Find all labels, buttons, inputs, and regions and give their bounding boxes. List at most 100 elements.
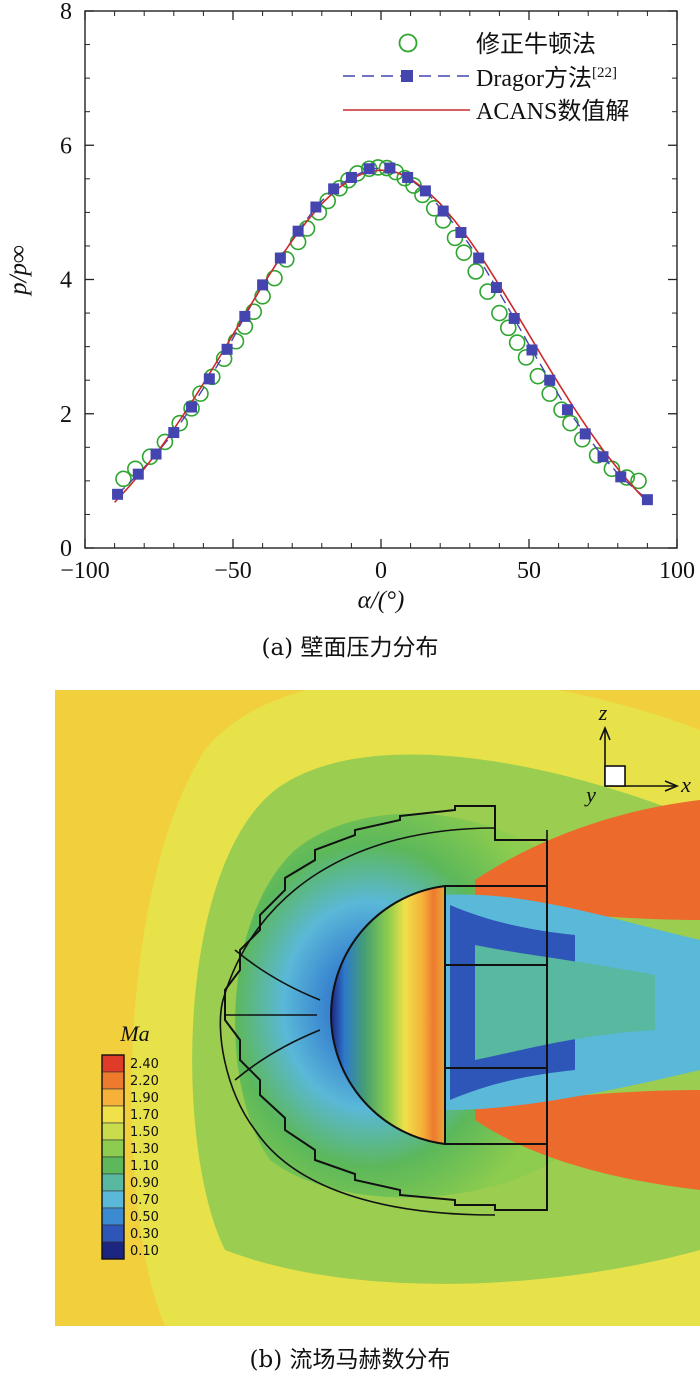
colorbar-labels: 2.40 2.20 1.90 1.70 1.50 1.30 1.10 0.90 0.70 0.50… [130,1057,159,1259]
newton-point [517,349,535,366]
legend: 修正牛顿法 Dragor方法[22] ACANS数值解 [343,31,629,125]
x-axis-label: α/(°) [358,587,405,614]
wake-core-mid [475,945,655,1060]
colorbar-cell [101,1088,125,1107]
colorbar-cell [101,1105,125,1124]
newton-point [171,414,189,432]
dragor-point [363,163,375,175]
legend-marker-square [401,70,413,82]
legend-marker-circle [398,33,418,53]
axis-x-label: x [680,772,691,797]
dragor-point [597,451,609,463]
newton-point [156,433,174,451]
caption-a: (a) 壁面压力分布 [261,635,439,661]
dragor-point [150,448,162,460]
colorbar-level-label: 0.90 [130,1176,159,1191]
newton-point [254,287,271,305]
newton-point [630,472,647,490]
dragor-point [168,427,180,439]
axis-z-label: z [598,700,608,725]
colorbar-level-label: 1.30 [130,1142,159,1157]
y-tick-label: 4 [60,268,72,294]
dragor-point [437,205,449,217]
colorbar-level-label: 0.70 [130,1193,159,1208]
newton-point [491,304,508,322]
newton-point [499,319,517,337]
legend-label-dragor: Dragor方法[22] [476,65,617,92]
colorbar-cell [101,1241,125,1260]
legend-label-acans: ACANS数值解 [476,98,629,125]
dragor-point [239,310,251,322]
caption-b: (b) 流场马赫数分布 [249,1347,451,1373]
x-tick-label: 0 [375,558,387,584]
flow-field [131,690,700,1326]
newton-point [266,269,283,287]
axis-ticks: −100 −50 0 50 100 0 2 4 6 8 [60,0,695,584]
colorbar-title: Ma [119,1021,149,1046]
dragor-point [402,171,414,183]
y-tick-label: 0 [60,536,72,562]
colorbar-level-label: 2.40 [130,1057,159,1072]
dragor-point [310,201,322,213]
dragor-point [561,404,573,416]
legend-label-newton: 修正牛顿法 [476,31,596,58]
dragor-point [615,471,627,483]
wake-upper-hot [475,800,700,920]
dragor-point [186,401,198,413]
dragor-point [508,312,520,324]
colorbar-level-label: 1.70 [130,1108,159,1123]
colorbar-cell [101,1190,125,1209]
dragor-point [473,252,485,264]
mach-contour-panel: Ma 2.40 2.20 1.90 1.70 1.50 1.30 1.10 0.90 0.70 0… [55,690,700,1326]
dragor-line [117,167,648,501]
dragor-point [257,279,269,291]
axis-y-label: y [584,782,596,807]
dragor-point [328,183,340,195]
series-layer [112,159,653,506]
dragor-point [490,282,502,294]
colorbar-cell [101,1173,125,1192]
colorbar-cell [101,1054,125,1073]
colorbar-cell [101,1139,125,1158]
x-tick-label: 50 [517,558,541,584]
x-tick-label: 100 [659,558,695,584]
colorbar-cell [101,1122,125,1141]
dragor-point [579,428,591,440]
y-axis-label: p/p∞ [5,245,32,297]
newton-point [319,192,337,210]
grid-outer-arc [219,827,548,1216]
newton-point [192,385,209,402]
dragor-point [345,171,357,183]
newton-point [541,385,559,402]
colorbar-level-label: 1.90 [130,1091,159,1106]
wake-lower-hot [475,1090,700,1190]
coordinate-axes [599,725,680,792]
newton-point [467,263,485,280]
colorbar: Ma 2.40 2.20 1.90 1.70 1.50 1.30 1.10 0.90 0.70 0… [101,1021,159,1260]
grid-boundary [224,805,548,1211]
dragor-point [384,162,396,174]
colorbar-cell [101,1071,125,1090]
dragor-point [526,344,538,356]
body-outline [444,885,547,1145]
colorbar-level-label: 0.10 [130,1244,159,1259]
colorbar-level-label: 1.10 [130,1159,159,1174]
dragor-point [641,494,653,506]
dragor-point [112,488,124,500]
x-tick-label: −50 [214,558,252,584]
colorbar-cell [101,1207,125,1226]
newton-point [562,414,579,432]
dragor-point [455,227,467,239]
pressure-distribution-chart: −100 −50 0 50 100 0 2 4 6 8 修正牛顿法 Dragor方法[22] AC… [5,0,695,614]
y-tick-label: 6 [60,133,72,159]
dragor-point [132,468,144,480]
y-tick-label: 8 [60,0,72,25]
colorbar-level-label: 2.20 [130,1074,159,1089]
dragor-point [203,373,215,385]
dragor-point [544,374,556,386]
dragor-point [274,252,286,264]
dragor-point [292,225,304,237]
y-tick-label: 2 [60,402,72,428]
dragor-point [221,343,233,355]
acans-line [114,169,648,503]
